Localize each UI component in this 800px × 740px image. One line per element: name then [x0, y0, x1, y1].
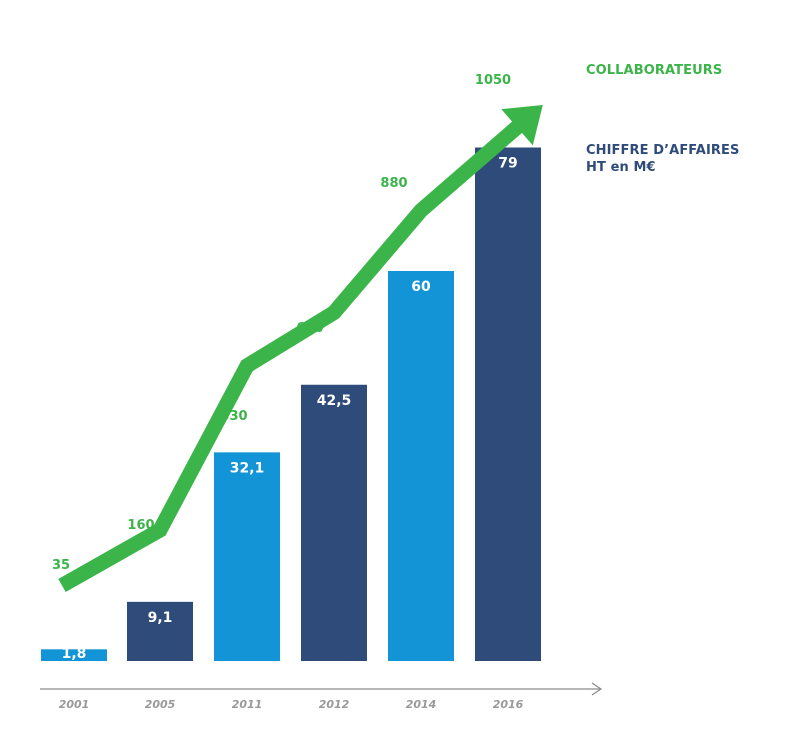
employees-arrowhead [501, 105, 543, 146]
x-tick-label: 2001 [59, 698, 90, 711]
revenue-bars [41, 147, 541, 661]
legend-employees: COLLABORATEURS [586, 63, 723, 78]
revenue-bar-2012 [301, 384, 367, 661]
revenue-bar-2011 [214, 452, 280, 661]
x-axis-tick-labels: 2001 2005 2011 2012 2014 2016 [59, 698, 524, 711]
revenue-value-label: 60 [411, 279, 431, 295]
revenue-value-label: 32,1 [230, 460, 265, 476]
employees-value-label: 880 [380, 176, 407, 191]
employees-value-label: 1050 [475, 73, 511, 88]
revenue-value-label: 9,1 [148, 610, 173, 626]
x-tick-label: 2011 [232, 698, 263, 711]
revenue-bar-2016 [475, 147, 541, 661]
revenue-bar-labels: 1,8 9,1 32,1 42,5 60 79 [62, 156, 518, 663]
legend-revenue-line1: CHIFFRE D’AFFAIRES [586, 143, 740, 158]
x-axis-arrow-icon [591, 682, 603, 696]
employees-line [58, 120, 524, 593]
revenue-bar-2014 [388, 271, 454, 661]
revenue-bar-2001 [41, 649, 107, 661]
x-tick-label: 2016 [493, 698, 524, 711]
employees-value-label: 35 [52, 558, 70, 573]
legend-revenue-line2: HT en M€ [586, 160, 656, 175]
employees-value-label: 650 [296, 321, 323, 336]
revenue-value-label: 42,5 [317, 393, 352, 409]
employees-value-label: 160 [127, 518, 154, 533]
revenue-value-label: 1,8 [62, 646, 87, 662]
employees-value-label: 530 [220, 409, 247, 424]
employees-labels: 35 160 530 650 880 1050 [52, 73, 511, 573]
x-tick-label: 2005 [145, 698, 176, 711]
employees-arrow [58, 105, 543, 593]
revenue-value-label: 79 [498, 156, 517, 172]
legend-revenue: CHIFFRE D’AFFAIRES HT en M€ [586, 142, 776, 176]
x-tick-label: 2012 [319, 698, 350, 711]
revenue-bar-2005 [127, 601, 193, 661]
x-tick-label: 2014 [406, 698, 437, 711]
x-axis [40, 682, 603, 696]
